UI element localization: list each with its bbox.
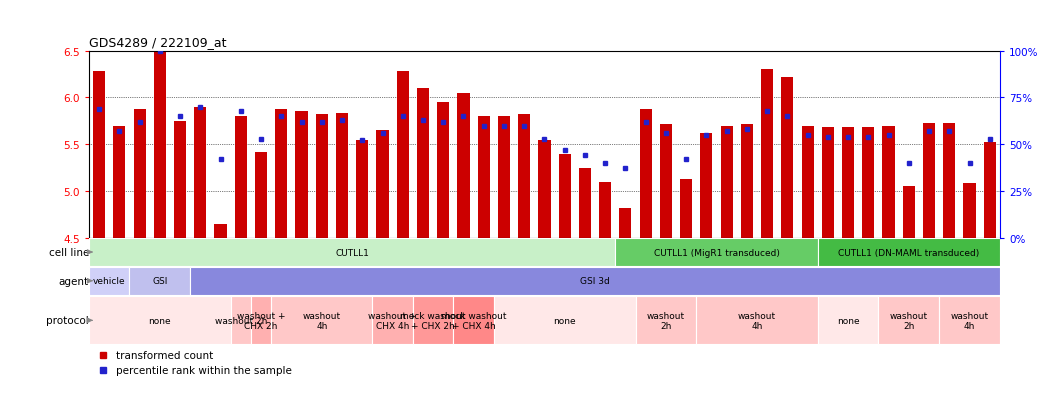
Bar [93, 72, 105, 238]
Text: agent: agent [59, 276, 89, 286]
Bar [89, 297, 230, 344]
Bar [636, 297, 696, 344]
Text: CUTLL1 (DN-MAML transduced): CUTLL1 (DN-MAML transduced) [839, 248, 979, 257]
Bar [696, 297, 818, 344]
Text: washout +
CHX 2h: washout + CHX 2h [237, 311, 285, 330]
Bar [275, 109, 287, 238]
Bar [215, 224, 226, 238]
Text: transformed count: transformed count [116, 350, 214, 360]
Bar [413, 297, 453, 344]
Bar [134, 109, 146, 238]
Text: GDS4289 / 222109_at: GDS4289 / 222109_at [89, 36, 226, 49]
Text: none: none [149, 316, 171, 325]
Bar [154, 52, 165, 238]
Bar [336, 114, 348, 238]
Bar [818, 297, 878, 344]
Bar [195, 107, 206, 238]
Bar [235, 117, 247, 238]
Bar [377, 131, 388, 238]
Bar [191, 267, 1000, 295]
Bar [818, 239, 1000, 266]
Text: washout
4h: washout 4h [738, 311, 776, 330]
Bar [741, 124, 753, 238]
Bar [939, 297, 1000, 344]
Bar [89, 267, 130, 295]
Text: washout 2h: washout 2h [215, 316, 267, 325]
Text: protocol: protocol [46, 316, 89, 325]
Bar [943, 123, 955, 238]
Bar [538, 140, 551, 238]
Bar [842, 128, 854, 238]
Text: GSI: GSI [152, 277, 168, 285]
Bar [295, 112, 308, 238]
Bar [89, 239, 616, 266]
Bar [477, 117, 490, 238]
Bar [579, 168, 591, 238]
Bar [660, 124, 672, 238]
Text: CUTLL1 (MigR1 transduced): CUTLL1 (MigR1 transduced) [653, 248, 779, 257]
Bar [174, 121, 186, 238]
Bar [453, 297, 494, 344]
Bar [616, 239, 818, 266]
Bar [781, 78, 794, 238]
Bar [863, 128, 874, 238]
Bar [271, 297, 373, 344]
Text: mock washout
+ CHX 4h: mock washout + CHX 4h [441, 311, 507, 330]
Text: none: none [837, 316, 860, 325]
Bar [255, 152, 267, 238]
Bar [113, 126, 126, 238]
Bar [620, 208, 631, 238]
Bar [802, 126, 814, 238]
Text: washout
2h: washout 2h [647, 311, 685, 330]
Text: mock washout
+ CHX 2h: mock washout + CHX 2h [400, 311, 466, 330]
Bar [518, 115, 530, 238]
Bar [923, 123, 935, 238]
Bar [822, 128, 833, 238]
Text: none: none [554, 316, 576, 325]
Text: CUTLL1: CUTLL1 [335, 248, 370, 257]
Text: percentile rank within the sample: percentile rank within the sample [116, 365, 292, 375]
Bar [599, 182, 611, 238]
Bar [316, 115, 328, 238]
Bar [903, 187, 915, 238]
Text: washout
2h: washout 2h [890, 311, 928, 330]
Text: cell line: cell line [48, 247, 89, 257]
Bar [984, 143, 996, 238]
Bar [356, 140, 369, 238]
Bar [417, 89, 429, 238]
Bar [397, 72, 408, 238]
Bar [438, 103, 449, 238]
Text: washout +
CHX 4h: washout + CHX 4h [369, 311, 417, 330]
Bar [559, 154, 571, 238]
Text: GSI 3d: GSI 3d [580, 277, 610, 285]
Bar [761, 70, 773, 238]
Bar [883, 126, 894, 238]
Bar [963, 184, 976, 238]
Bar [373, 297, 413, 344]
Bar [878, 297, 939, 344]
Bar [681, 179, 692, 238]
Bar [251, 297, 271, 344]
Bar [640, 109, 651, 238]
Text: washout
4h: washout 4h [303, 311, 341, 330]
Bar [458, 94, 469, 238]
Text: vehicle: vehicle [93, 277, 126, 285]
Bar [498, 117, 510, 238]
Bar [130, 267, 191, 295]
Bar [494, 297, 636, 344]
Text: washout
4h: washout 4h [951, 311, 988, 330]
Bar [720, 126, 733, 238]
Bar [230, 297, 251, 344]
Bar [700, 134, 712, 238]
